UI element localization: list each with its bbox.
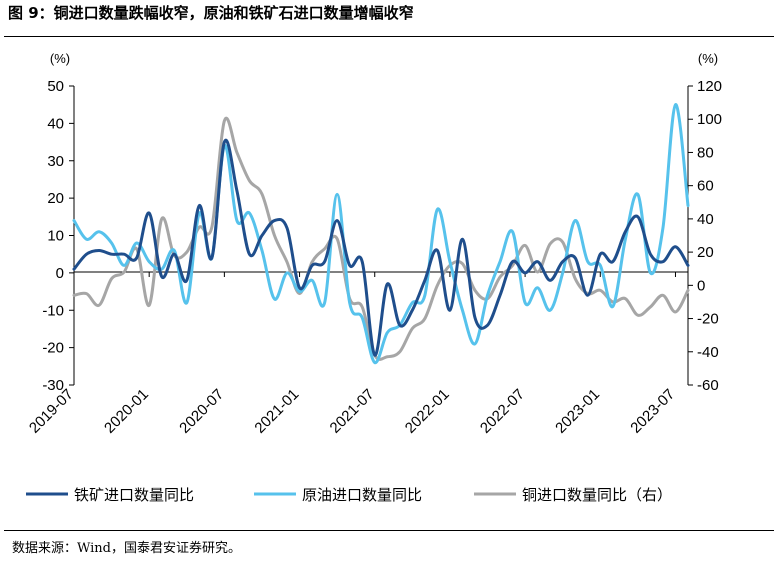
right-axis-tick-label: 0 bbox=[697, 277, 705, 294]
right-axis-tick-label: -40 bbox=[697, 344, 719, 361]
left-axis-tick-label: 20 bbox=[47, 190, 64, 207]
legend-label-2: 铜进口数量同比（右） bbox=[522, 486, 672, 504]
right-axis-tick-label: 60 bbox=[697, 178, 714, 195]
chart-axes bbox=[69, 85, 693, 386]
top-rule bbox=[4, 36, 774, 37]
left-axis-tick-label: 50 bbox=[47, 78, 64, 95]
right-axis-tick-label: 120 bbox=[697, 78, 722, 95]
right-axis-tick-label: -60 bbox=[697, 377, 719, 394]
right-axis-tick-label: 40 bbox=[697, 211, 714, 228]
x-axis-tick-label: 2020-01 bbox=[101, 386, 152, 437]
left-axis-unit: (%) bbox=[50, 51, 70, 66]
bottom-rule bbox=[4, 530, 774, 531]
right-axis-tick-label: 100 bbox=[697, 111, 722, 128]
series-line-0 bbox=[72, 138, 690, 357]
x-axis-tick-label: 2021-07 bbox=[327, 386, 378, 437]
left-axis-tick-label: 0 bbox=[56, 265, 64, 282]
x-axis-tick-label: 2022-01 bbox=[402, 386, 453, 437]
x-axis-tick-label: 2020-07 bbox=[176, 386, 227, 437]
x-axis-tick-label: 2023-07 bbox=[627, 386, 678, 437]
left-axis-tick-label: 40 bbox=[47, 115, 64, 132]
right-axis-tick-label: 20 bbox=[697, 244, 714, 261]
x-axis-tick-label: 2023-01 bbox=[552, 386, 603, 437]
chart-legend: 铁矿进口数量同比 原油进口数量同比 铜进口数量同比（右） bbox=[26, 486, 672, 504]
left-axis-tick-label: -30 bbox=[42, 377, 64, 394]
left-axis-tick-label: 30 bbox=[47, 153, 64, 170]
right-axis-unit: (%) bbox=[698, 51, 718, 66]
line-chart: -30 -20 -10 0 10 20 30 40 50 -60 -40 -20 0 20 40 60 80 10… bbox=[26, 51, 722, 504]
figure-title: 图 9：铜进口数量跌幅收窄，原油和铁矿石进口数量增幅收窄 bbox=[8, 4, 414, 22]
right-axis-tick-label: -20 bbox=[697, 311, 719, 328]
x-axis-tick-label: 2021-01 bbox=[251, 386, 302, 437]
data-source-note: 数据来源：Wind，国泰君安证券研究。 bbox=[12, 541, 241, 556]
chart-series-lines bbox=[72, 103, 690, 365]
right-axis-tick-label: 80 bbox=[697, 144, 714, 161]
x-axis-tick-label: 2022-07 bbox=[477, 386, 528, 437]
chart-tick-labels: -30 -20 -10 0 10 20 30 40 50 -60 -40 -20 0 20 40 60 80 10… bbox=[26, 51, 722, 437]
left-axis-tick-label: -20 bbox=[42, 340, 64, 357]
series-line-1 bbox=[72, 103, 690, 365]
left-axis-tick-label: -10 bbox=[42, 302, 64, 319]
legend-label-0: 铁矿进口数量同比 bbox=[74, 486, 194, 504]
left-axis-tick-label: 10 bbox=[47, 228, 64, 245]
legend-label-1: 原油进口数量同比 bbox=[302, 486, 422, 504]
